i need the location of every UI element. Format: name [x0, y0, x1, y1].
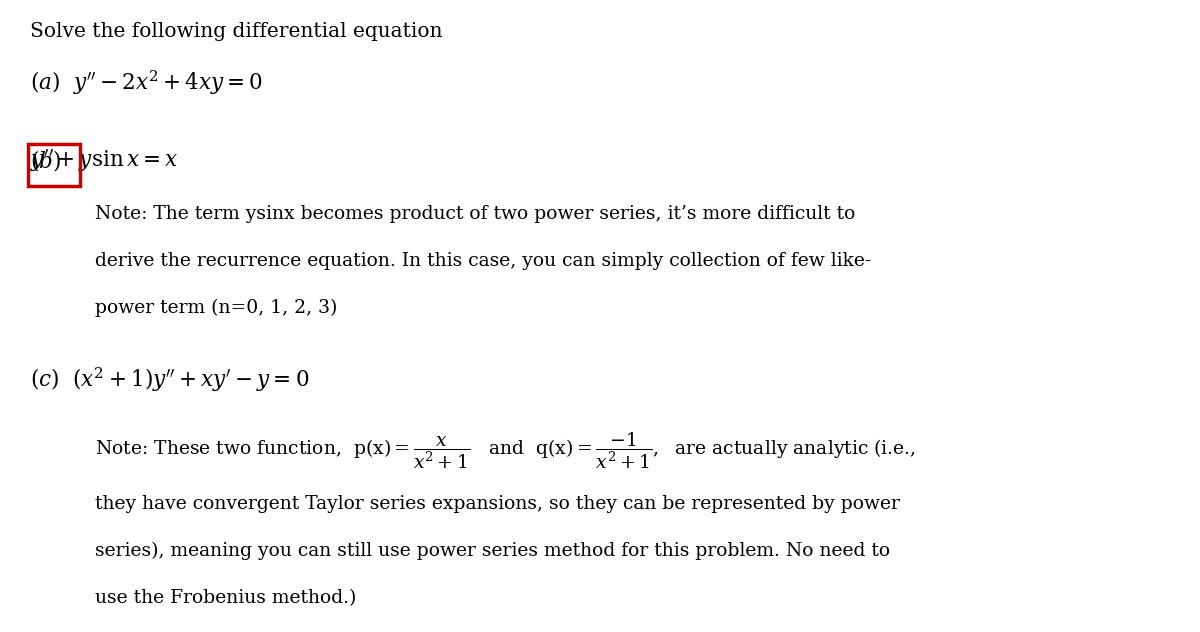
Text: $y'' + y\sin x = x$: $y'' + y\sin x = x$ [30, 148, 179, 174]
Text: series), meaning you can still use power series method for this problem. No need: series), meaning you can still use power… [95, 542, 890, 560]
Text: $(a)$  $y'' - 2x^2 + 4xy = 0$: $(a)$ $y'' - 2x^2 + 4xy = 0$ [30, 68, 263, 97]
Text: derive the recurrence equation. In this case, you can simply collection of few l: derive the recurrence equation. In this … [95, 252, 871, 270]
Text: they have convergent Taylor series expansions, so they can be represented by pow: they have convergent Taylor series expan… [95, 495, 900, 513]
Text: use the Frobenius method.): use the Frobenius method.) [95, 589, 356, 607]
Text: $(b)$: $(b)$ [30, 148, 61, 173]
Text: Note: The term ysinx becomes product of two power series, it’s more difficult to: Note: The term ysinx becomes product of … [95, 205, 856, 223]
Text: $(c)$  $(x^2 + 1)y'' + xy' - y = 0$: $(c)$ $(x^2 + 1)y'' + xy' - y = 0$ [30, 365, 310, 394]
Text: power term (n=0, 1, 2, 3): power term (n=0, 1, 2, 3) [95, 299, 337, 317]
Text: Solve the following differential equation: Solve the following differential equatio… [30, 22, 443, 41]
Text: Note: These two function,  $\mathrm{p(x)} = \dfrac{x}{x^2+1}$   and  $\mathrm{q(: Note: These two function, $\mathrm{p(x)}… [95, 430, 916, 471]
